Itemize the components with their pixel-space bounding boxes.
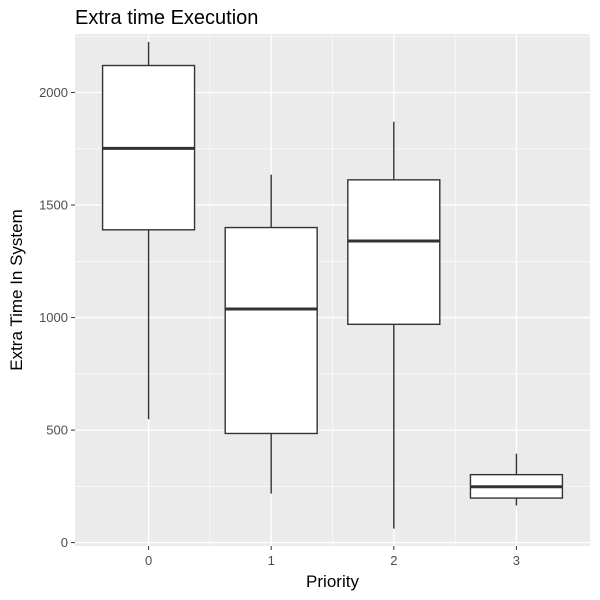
x-axis: 0 1 2 3 xyxy=(145,546,520,568)
x-tick-label: 2 xyxy=(390,553,397,568)
box-body xyxy=(224,226,318,435)
box-3 xyxy=(469,453,564,506)
box-1 xyxy=(224,174,318,494)
x-axis-title: Priority xyxy=(306,572,359,591)
y-tick-label: 0 xyxy=(61,535,68,550)
boxes-layer xyxy=(101,41,564,529)
box-0 xyxy=(101,41,196,420)
y-tick-label: 1500 xyxy=(39,198,68,213)
y-tick-label: 1000 xyxy=(39,310,68,325)
x-tick-label: 1 xyxy=(268,553,275,568)
box-body xyxy=(347,179,441,326)
x-tick-label: 3 xyxy=(513,553,520,568)
x-tick-label: 0 xyxy=(145,553,152,568)
chart-title: Extra time Execution xyxy=(75,7,258,29)
y-axis: 0 500 1000 1500 2000 xyxy=(39,85,75,550)
y-axis-title: Extra Time In System xyxy=(7,209,26,371)
box-2 xyxy=(347,121,441,529)
y-tick-label: 2000 xyxy=(39,85,68,100)
y-tick-label: 500 xyxy=(46,423,68,438)
